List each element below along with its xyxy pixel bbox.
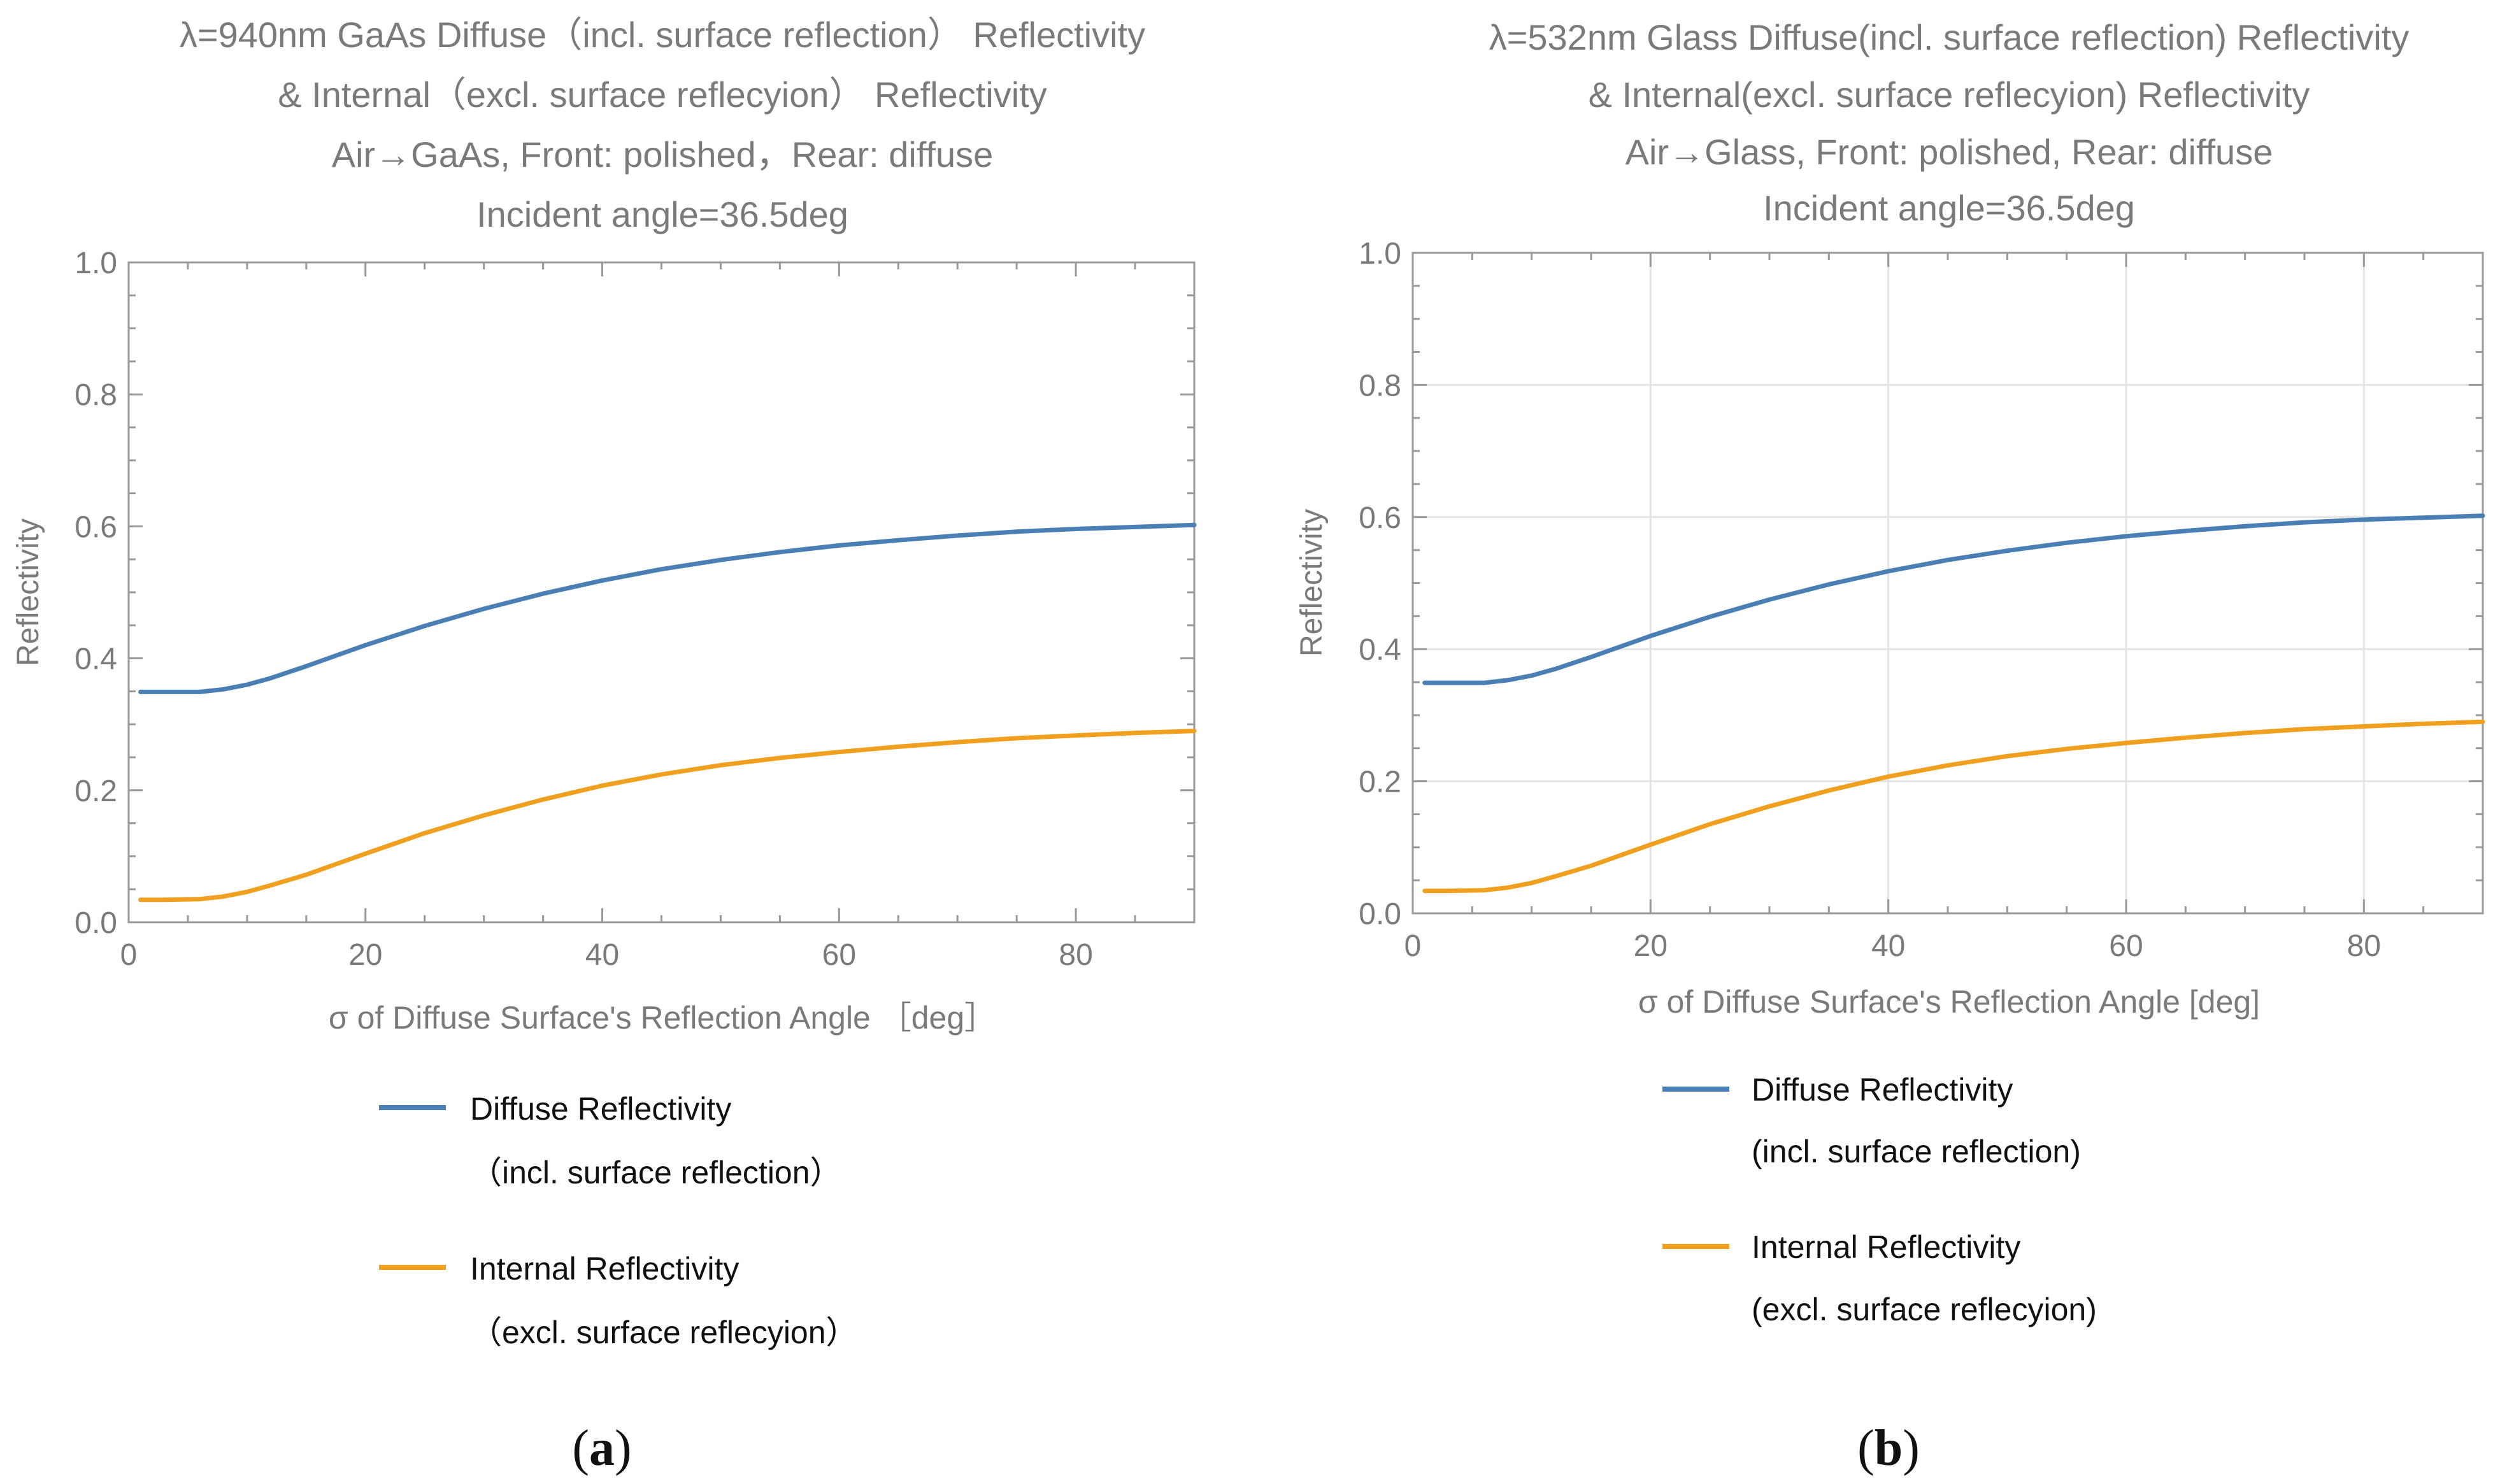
x-tick-label: 40 <box>1871 929 1905 963</box>
panel-label-letter: a <box>589 1420 615 1476</box>
x-axis-label: σ of Diffuse Surface's Reflection Angle … <box>1638 984 2260 1020</box>
y-tick-label: 0.8 <box>1359 369 1401 403</box>
x-tick-label: 80 <box>1059 938 1092 972</box>
y-tick-label: 0.4 <box>75 643 117 676</box>
x-tick-label: 0 <box>120 938 138 972</box>
legend-sub-internal: (excl. surface reflecyion) <box>1752 1292 2097 1327</box>
x-tick-labels: 0 20 40 60 80 <box>120 938 1093 972</box>
x-axis-label: σ of Diffuse Surface's Reflection Angle … <box>329 1000 996 1036</box>
legend: Diffuse Reflectivity （incl. surface refl… <box>379 1091 858 1350</box>
x-tick-label: 40 <box>585 938 619 972</box>
y-tick-label: 0.8 <box>75 378 117 412</box>
series-line-diffuse <box>138 522 1197 694</box>
plot-frame <box>1411 252 2484 915</box>
title-line-4: Incident angle=36.5deg <box>476 194 848 234</box>
x-tick-label: 20 <box>348 938 382 972</box>
panel-label-open: ( <box>1857 1420 1875 1476</box>
legend-label-diffuse: Diffuse Reflectivity <box>1752 1072 2013 1108</box>
title-line-1: λ=532nm Glass Diffuse(incl. surface refl… <box>1489 17 2410 57</box>
title-line-3: Air→GaAs, Front: polished，Rear: diffuse <box>332 134 994 175</box>
y-tick-labels: 0.0 0.2 0.4 0.6 0.8 1.0 <box>1359 237 1401 931</box>
y-tick-label: 1.0 <box>1359 237 1401 271</box>
chart-title: λ=940nm GaAs Diffuse（incl. surface refle… <box>180 15 1145 234</box>
y-tick-labels: 0.0 0.2 0.4 0.6 0.8 1.0 <box>75 246 117 940</box>
grid-lines <box>1413 253 2483 913</box>
x-tick-label: 60 <box>2109 929 2143 963</box>
x-tick-marks <box>1411 253 2484 913</box>
y-tick-label: 0.2 <box>1359 766 1401 799</box>
title-line-3: Air→Glass, Front: polished, Rear: diffus… <box>1625 132 2273 172</box>
y-axis-label: Reflectivity <box>1295 509 1329 657</box>
x-tick-label: 0 <box>1404 929 1422 963</box>
title-line-2: & Internal(excl. surface reflecyion) Ref… <box>1589 75 2310 115</box>
legend-sub-diffuse: （incl. surface reflection） <box>470 1155 842 1190</box>
legend-sub-internal: （excl. surface reflecyion） <box>470 1315 858 1350</box>
panel-label-open: ( <box>572 1420 589 1476</box>
panel-label-a: (a) <box>572 1420 631 1476</box>
legend-sub-diffuse: (incl. surface reflection) <box>1752 1134 2081 1169</box>
legend: Diffuse Reflectivity (incl. surface refl… <box>1662 1072 2097 1327</box>
y-tick-marks <box>129 261 1194 924</box>
legend-label-diffuse: Diffuse Reflectivity <box>470 1091 731 1127</box>
panel-label-close: ) <box>615 1420 632 1476</box>
chart-panel-b: λ=532nm Glass Diffuse(incl. surface refl… <box>1295 17 2485 1476</box>
y-tick-label: 0.6 <box>75 510 117 544</box>
title-line-4: Incident angle=36.5deg <box>1763 188 2135 228</box>
panel-label-letter: b <box>1875 1420 1903 1476</box>
x-tick-label: 80 <box>2347 929 2381 963</box>
x-tick-label: 60 <box>822 938 856 972</box>
panel-label-b: (b) <box>1857 1420 1920 1476</box>
y-tick-label: 0.0 <box>1359 897 1401 931</box>
series-line-internal <box>138 729 1197 903</box>
chart-title: λ=532nm Glass Diffuse(incl. surface refl… <box>1489 17 2410 228</box>
legend-label-internal: Internal Reflectivity <box>470 1251 739 1287</box>
y-tick-label: 0.6 <box>1359 501 1401 535</box>
series-line-internal <box>1422 719 2485 894</box>
x-tick-label: 20 <box>1634 929 1668 963</box>
y-tick-label: 0.2 <box>75 774 117 808</box>
plot-frame <box>127 261 1196 924</box>
title-line-2: & Internal（excl. surface reflecyion） Ref… <box>278 75 1047 115</box>
legend-label-internal: Internal Reflectivity <box>1752 1229 2020 1265</box>
y-tick-label: 1.0 <box>75 246 117 280</box>
y-axis-label: Reflectivity <box>11 518 45 666</box>
y-tick-label: 0.0 <box>75 906 117 940</box>
y-tick-marks <box>1413 252 2483 915</box>
y-tick-label: 0.4 <box>1359 633 1401 667</box>
x-tick-labels: 0 20 40 60 80 <box>1404 929 2381 963</box>
series-line-diffuse <box>1422 513 2485 685</box>
panel-label-close: ) <box>1903 1420 1920 1476</box>
chart-panel-a: λ=940nm GaAs Diffuse（incl. surface refle… <box>11 15 1197 1476</box>
title-line-1: λ=940nm GaAs Diffuse（incl. surface refle… <box>180 15 1145 55</box>
x-tick-marks <box>127 262 1196 922</box>
